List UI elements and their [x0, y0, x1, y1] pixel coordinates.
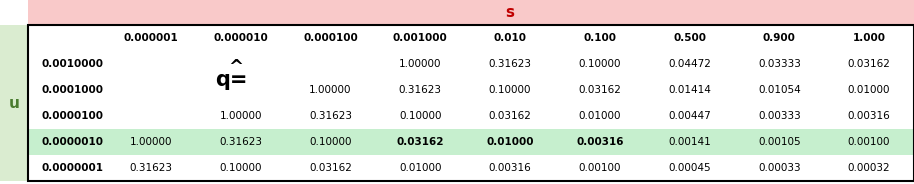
Text: 0.00033: 0.00033	[758, 163, 801, 173]
Text: 0.31623: 0.31623	[399, 85, 441, 95]
Text: 0.03162: 0.03162	[489, 111, 531, 121]
Text: 0.00105: 0.00105	[758, 137, 801, 147]
Text: 0.000100: 0.000100	[303, 33, 357, 43]
Text: 0.00333: 0.00333	[758, 111, 801, 121]
Text: 0.01000: 0.01000	[848, 85, 890, 95]
Text: 0.00316: 0.00316	[576, 137, 623, 147]
Text: 0.03162: 0.03162	[309, 163, 352, 173]
Bar	[0, 25, 28, 181]
Text: 0.03162: 0.03162	[579, 85, 622, 95]
Text: 0.10000: 0.10000	[489, 85, 531, 95]
Text: 0.00447: 0.00447	[668, 111, 711, 121]
Text: 0.01000: 0.01000	[399, 163, 441, 173]
Text: 0.01414: 0.01414	[668, 85, 711, 95]
Text: 1.00000: 1.00000	[130, 137, 172, 147]
Bar	[28, 25, 914, 181]
Text: 0.31623: 0.31623	[488, 59, 532, 69]
Text: 0.0010000: 0.0010000	[41, 59, 103, 69]
Text: 0.10000: 0.10000	[399, 111, 441, 121]
Text: 0.00100: 0.00100	[848, 137, 890, 147]
Text: 0.0000010: 0.0000010	[41, 137, 103, 147]
Text: 0.31623: 0.31623	[219, 137, 262, 147]
Text: 0.00316: 0.00316	[489, 163, 531, 173]
Text: 0.010: 0.010	[494, 33, 526, 43]
Text: 0.01000: 0.01000	[579, 111, 621, 121]
Text: 0.03333: 0.03333	[758, 59, 801, 69]
Text: 1.00000: 1.00000	[219, 111, 262, 121]
Text: 0.10000: 0.10000	[309, 137, 352, 147]
Text: 0.03162: 0.03162	[397, 137, 444, 147]
Text: 0.00316: 0.00316	[848, 111, 890, 121]
Text: 0.0000001: 0.0000001	[41, 163, 103, 173]
Text: 0.100: 0.100	[583, 33, 616, 43]
Text: 1.00000: 1.00000	[309, 85, 352, 95]
Bar	[28, 0, 914, 25]
Text: 0.00100: 0.00100	[579, 163, 621, 173]
Text: 0.00045: 0.00045	[668, 163, 711, 173]
Text: 0.000010: 0.000010	[213, 33, 268, 43]
Text: 0.03162: 0.03162	[847, 59, 890, 69]
Text: 0.0001000: 0.0001000	[41, 85, 103, 95]
Bar	[28, 25, 914, 181]
Text: 0.00032: 0.00032	[848, 163, 890, 173]
Text: 0.01054: 0.01054	[758, 85, 801, 95]
Text: 0.00141: 0.00141	[668, 137, 711, 147]
Text: 0.001000: 0.001000	[393, 33, 448, 43]
Text: 0.01000: 0.01000	[486, 137, 534, 147]
Text: q=: q=	[216, 70, 248, 90]
Text: u: u	[8, 95, 19, 111]
Bar	[28, 129, 914, 155]
Text: 0.10000: 0.10000	[219, 163, 262, 173]
Text: 0.31623: 0.31623	[130, 163, 173, 173]
Text: 0.10000: 0.10000	[579, 59, 621, 69]
Text: 0.000001: 0.000001	[123, 33, 178, 43]
Text: 0.0000100: 0.0000100	[41, 111, 103, 121]
Text: 0.500: 0.500	[673, 33, 706, 43]
Text: 0.04472: 0.04472	[668, 59, 711, 69]
Text: 1.00000: 1.00000	[399, 59, 441, 69]
Text: 1.000: 1.000	[853, 33, 886, 43]
Text: 0.900: 0.900	[763, 33, 796, 43]
Text: 0.31623: 0.31623	[309, 111, 352, 121]
Text: ^: ^	[228, 58, 244, 76]
Text: s: s	[505, 5, 515, 20]
